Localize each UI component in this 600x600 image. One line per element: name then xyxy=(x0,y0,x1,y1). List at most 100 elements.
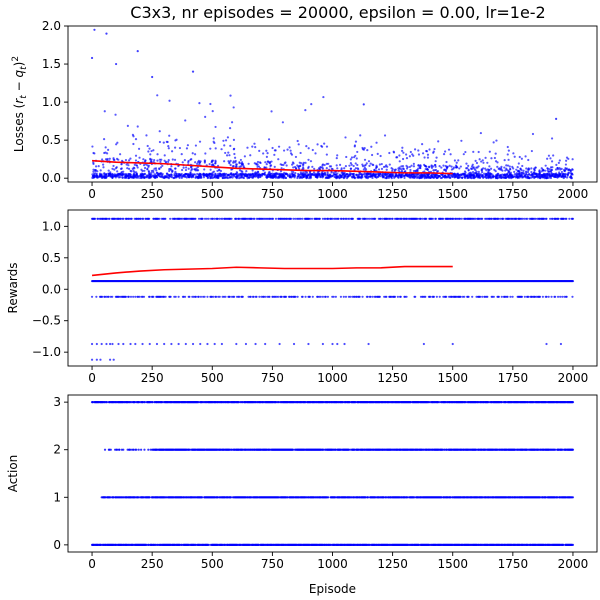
loss-point xyxy=(513,172,517,176)
loss-point xyxy=(141,169,144,173)
loss-point xyxy=(350,175,353,178)
loss-point xyxy=(364,168,368,171)
loss-point xyxy=(481,159,484,162)
loss-point xyxy=(285,164,288,167)
loss-point xyxy=(238,177,241,180)
loss-point xyxy=(350,163,353,166)
loss-point xyxy=(265,155,268,158)
loss-point xyxy=(120,159,124,162)
reward-point xyxy=(545,217,548,220)
loss-point xyxy=(282,149,286,152)
reward-point xyxy=(424,295,427,298)
loss-point xyxy=(206,173,209,177)
loss-point xyxy=(439,176,442,179)
loss-point xyxy=(325,176,328,179)
x-tick-label: 2000 xyxy=(558,187,589,201)
loss-point xyxy=(117,158,120,161)
loss-point xyxy=(550,172,553,175)
reward-point xyxy=(268,295,271,298)
loss-point xyxy=(281,176,284,179)
loss-point xyxy=(309,160,313,163)
loss-point xyxy=(430,166,434,170)
reward-point xyxy=(520,295,524,298)
x-tick-label: 750 xyxy=(261,187,284,201)
loss-point xyxy=(516,176,520,179)
reward-point xyxy=(280,295,283,298)
reward-point xyxy=(152,295,155,298)
loss-point xyxy=(506,172,509,176)
loss-point xyxy=(202,172,205,176)
loss-point xyxy=(280,173,284,176)
loss-point xyxy=(474,171,477,175)
loss-point xyxy=(477,150,480,154)
reward-point xyxy=(107,295,110,298)
loss-point xyxy=(218,169,221,172)
loss-point xyxy=(204,152,207,155)
loss-point xyxy=(402,151,405,154)
reward-point xyxy=(292,217,295,220)
loss-point xyxy=(224,151,227,155)
loss-point xyxy=(104,146,107,149)
reward-point xyxy=(220,342,223,346)
reward-point xyxy=(459,295,462,298)
loss-point xyxy=(445,160,448,164)
x-tick-label: 750 xyxy=(261,371,284,385)
loss-point xyxy=(569,175,572,179)
loss-point xyxy=(217,172,220,175)
loss-point xyxy=(119,153,122,156)
reward-point xyxy=(474,217,477,220)
loss-point xyxy=(398,174,401,177)
loss-point xyxy=(240,170,243,173)
reward-point xyxy=(425,217,428,220)
loss-point xyxy=(198,102,201,105)
loss-point xyxy=(380,167,384,170)
loss-point xyxy=(535,172,538,175)
loss-point xyxy=(338,173,342,176)
losses-panel: 0 250 500 750 1000 1250 1500 1750 20000.00.51.01… xyxy=(11,19,598,201)
loss-point xyxy=(567,168,571,171)
loss-point xyxy=(481,174,484,177)
reward-point xyxy=(216,217,219,220)
loss-point xyxy=(354,167,358,170)
loss-point xyxy=(174,170,177,173)
loss-point xyxy=(418,177,421,180)
loss-point xyxy=(154,174,158,177)
loss-point xyxy=(466,167,469,170)
loss-point xyxy=(319,166,322,169)
reward-point xyxy=(205,217,208,220)
loss-point xyxy=(302,164,305,167)
loss-point xyxy=(342,177,345,180)
reward-point xyxy=(203,295,206,298)
loss-point xyxy=(494,176,498,179)
loss-point xyxy=(346,175,350,178)
loss-point xyxy=(403,174,406,177)
loss-point xyxy=(180,153,183,156)
loss-point xyxy=(229,173,233,176)
loss-point xyxy=(488,150,491,153)
loss-point xyxy=(272,176,275,179)
reward-point xyxy=(301,217,304,220)
loss-point xyxy=(364,163,367,167)
loss-point xyxy=(164,174,167,178)
loss-point xyxy=(549,176,553,180)
loss-point xyxy=(388,151,391,155)
reward-point xyxy=(391,217,394,220)
reward-point xyxy=(445,295,448,298)
loss-point xyxy=(564,163,568,166)
loss-point xyxy=(220,148,223,151)
loss-point xyxy=(345,173,348,176)
reward-point xyxy=(134,295,137,298)
loss-point xyxy=(259,173,262,176)
loss-point xyxy=(269,172,273,175)
loss-point xyxy=(321,167,324,170)
reward-point xyxy=(271,217,275,220)
loss-point xyxy=(570,172,574,175)
loss-point xyxy=(503,159,506,162)
x-tick-label: 250 xyxy=(141,371,164,385)
reward-point xyxy=(277,295,280,298)
loss-point xyxy=(156,94,159,97)
reward-point xyxy=(218,217,221,220)
reward-point xyxy=(90,358,94,361)
loss-point xyxy=(490,157,493,160)
loss-point xyxy=(400,149,404,152)
